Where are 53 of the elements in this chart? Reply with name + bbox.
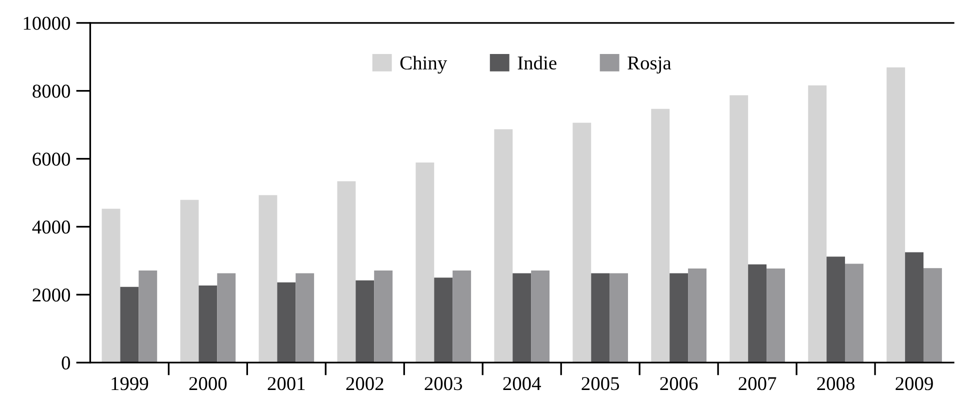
bar — [198, 285, 218, 363]
bar — [748, 264, 767, 363]
x-tick-label: 2005 — [582, 377, 620, 390]
x-tick-label: 2002 — [346, 377, 384, 390]
legend-label: Chiny — [400, 56, 448, 74]
bar — [494, 129, 513, 363]
bar — [102, 208, 120, 363]
x-tick-label: 1999 — [112, 377, 148, 390]
y-tick-label: 8000 — [32, 84, 70, 98]
bar — [452, 270, 472, 363]
x-tick-label: 2001 — [268, 377, 305, 390]
bar — [591, 273, 610, 363]
bar — [337, 181, 356, 363]
bar — [277, 282, 296, 363]
bar — [356, 280, 374, 363]
x-tick-label: 2009 — [896, 377, 933, 390]
bar — [572, 122, 592, 363]
y-tick-label: 4000 — [32, 220, 70, 234]
legend-label: Rosja — [628, 56, 672, 74]
bar — [120, 286, 139, 363]
x-tick-label: 2008 — [817, 377, 854, 390]
bar — [610, 273, 628, 363]
x-tick-label: 2000 — [189, 377, 227, 390]
bar — [258, 195, 278, 363]
x-tick-label: 2003 — [424, 377, 462, 390]
bar — [808, 85, 827, 363]
bar — [688, 268, 706, 363]
y-tick-label: 2000 — [32, 288, 70, 302]
bar — [651, 108, 670, 363]
bar — [531, 270, 550, 363]
bar — [296, 273, 314, 363]
bar — [374, 270, 393, 363]
bar — [826, 256, 846, 363]
x-tick-label: 2004 — [503, 377, 541, 390]
bar — [730, 95, 748, 363]
bar — [138, 270, 158, 363]
bar — [766, 268, 785, 363]
bar — [845, 264, 864, 363]
bar — [416, 162, 434, 363]
bar — [180, 200, 199, 363]
bar — [886, 67, 906, 363]
bar — [512, 273, 532, 363]
legend-label: Indie — [518, 56, 556, 70]
y-tick-label: 0 — [62, 356, 70, 370]
bar — [670, 273, 688, 363]
bar — [434, 278, 453, 363]
x-tick-label: 2006 — [660, 377, 698, 390]
x-tick-label: 2007 — [738, 377, 776, 390]
bar — [905, 252, 924, 363]
y-tick-label: 10000 — [24, 16, 70, 30]
bar — [217, 273, 236, 363]
bar — [923, 268, 942, 363]
y-tick-label: 6000 — [32, 152, 70, 166]
